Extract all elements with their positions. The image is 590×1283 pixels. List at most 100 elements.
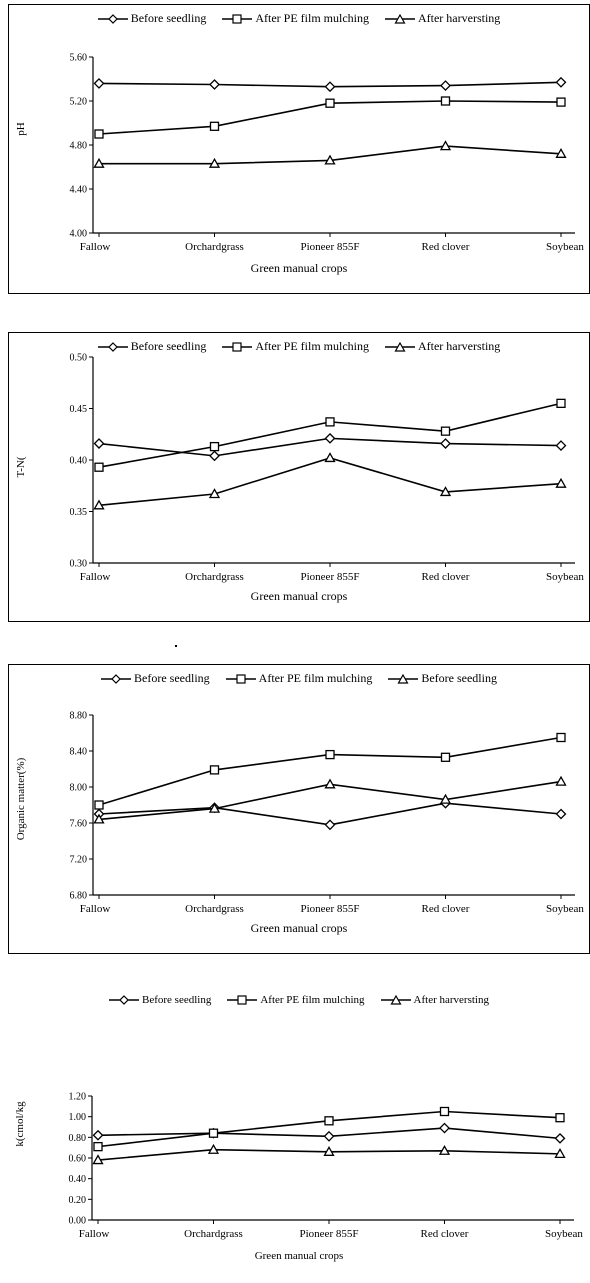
data-point-triangle	[93, 157, 105, 168]
data-point-square	[94, 800, 104, 810]
legend-item: Before seedling	[97, 339, 206, 354]
data-point-triangle	[93, 499, 105, 510]
data-point-triangle	[324, 452, 336, 463]
data-point-diamond	[440, 80, 451, 92]
series-line	[98, 736, 562, 806]
legend-label: Before seedling	[130, 11, 207, 25]
legend-item: After PE film mulching	[225, 671, 373, 686]
data-point-triangle	[555, 775, 567, 786]
x-axis-label: Green manual crops	[250, 261, 348, 275]
x-tick-label: Orchardgrass	[185, 571, 244, 583]
y-tick-label: 7.60	[70, 819, 88, 830]
y-tick-label: 0.60	[69, 1154, 87, 1165]
data-point-square	[325, 749, 335, 760]
data-point-triangle	[208, 157, 221, 168]
data-point-diamond	[93, 77, 105, 89]
legend-item: After PE film mulching	[227, 994, 365, 1006]
data-point-diamond	[323, 1130, 335, 1142]
data-point-square	[556, 97, 566, 107]
y-tick-label: 0.20	[69, 1195, 87, 1206]
legend-item: Before seedling	[109, 994, 211, 1006]
data-point-triangle	[323, 1145, 335, 1156]
x-tick-label: Pioneer 855F	[301, 571, 360, 583]
legend-label: After PE film mulching	[258, 671, 373, 685]
y-tick-label: 4.80	[70, 141, 88, 152]
legend-label: After PE film mulching	[255, 11, 369, 25]
y-tick-label: 1.20	[69, 1092, 87, 1103]
x-tick-label: Red clover	[421, 1228, 469, 1240]
data-point-diamond	[555, 808, 567, 820]
x-tick-label: Fallow	[80, 903, 111, 915]
speck	[175, 645, 177, 647]
data-point-square	[440, 426, 451, 436]
y-tick-label: 6.80	[70, 891, 88, 902]
data-point-square	[325, 98, 335, 108]
y-tick-label: 8.80	[70, 711, 88, 722]
x-tick-label: Soybean	[546, 571, 584, 583]
data-point-square	[93, 1141, 103, 1152]
y-tick-label: 0.50	[70, 353, 88, 364]
legend-item: After harversting	[384, 11, 501, 26]
legend-item: After PE film mulching	[222, 339, 369, 354]
data-point-diamond	[440, 438, 451, 449]
x-tick-label: Fallow	[79, 1228, 110, 1240]
data-point-diamond	[324, 81, 336, 93]
legend-item: After PE film mulching	[222, 11, 369, 26]
y-tick-label: 7.20	[70, 855, 88, 866]
x-tick-label: Pioneer 855F	[301, 241, 360, 253]
legend-label: After harversting	[417, 11, 501, 25]
chart-panel-ph: Before seedling After PE film mulching A…	[8, 4, 590, 294]
y-tick-label: 5.60	[70, 53, 88, 64]
legend-item: Before seedling	[97, 11, 207, 26]
legend-item: After harversting	[380, 994, 489, 1006]
x-axis-label: Green manual crops	[250, 589, 348, 603]
x-axis-label: Green manual crops	[254, 1250, 344, 1262]
data-point-square	[325, 417, 335, 427]
data-point-diamond	[439, 1122, 450, 1134]
x-tick-label: Fallow	[80, 241, 111, 253]
data-point-diamond	[555, 440, 567, 451]
y-tick-label: 4.40	[70, 185, 88, 196]
data-point-triangle	[439, 486, 452, 497]
data-point-square	[440, 752, 451, 762]
y-tick-label: 0.40	[70, 456, 88, 467]
x-tick-label: Pioneer 855F	[301, 903, 360, 915]
chart-panel-k: Before seedling After PE film mulching A…	[8, 988, 590, 1280]
data-point-triangle	[208, 802, 221, 813]
legend-label: Before seedling	[421, 671, 497, 685]
plot-area: 4.00 4.40 4.80 5.20 5.60 Fallow Orchardgrass Pi…	[70, 53, 585, 254]
chart-legend: Before seedling After PE film mulching A…	[9, 11, 589, 26]
data-point-triangle	[93, 813, 105, 824]
data-point-triangle	[438, 1144, 451, 1155]
x-tick-label: Pioneer 855F	[300, 1228, 359, 1240]
y-tick-label: 0.30	[70, 559, 88, 570]
legend-label: Before seedling	[134, 671, 210, 685]
data-point-diamond	[555, 76, 567, 88]
plot-area: 6.80 7.20 7.60 8.00 8.40 8.80 Fallow Orchardgra…	[70, 711, 585, 916]
data-point-diamond	[209, 450, 220, 462]
x-tick-label: Soybean	[546, 241, 584, 253]
x-tick-label: Red clover	[422, 903, 470, 915]
data-point-square	[209, 121, 220, 131]
data-point-square	[440, 96, 451, 106]
plot-area: 0.30 0.35 0.40 0.45 0.50 Fallow Orchardgrass Pi…	[70, 353, 585, 584]
chart-legend: Before seedling After PE film mulching B…	[9, 671, 589, 686]
legend-label: Before seedling	[142, 994, 212, 1006]
data-point-triangle	[439, 140, 452, 151]
data-point-diamond	[92, 1129, 104, 1141]
data-point-diamond	[93, 438, 105, 449]
data-point-square	[94, 129, 104, 139]
y-tick-label: 4.00	[70, 229, 88, 240]
y-tick-label: 0.40	[69, 1174, 87, 1185]
data-point-diamond	[324, 819, 336, 831]
legend-item: Before seedling	[388, 671, 497, 686]
data-point-diamond	[209, 79, 220, 90]
y-tick-label: 5.20	[70, 97, 88, 108]
data-point-square	[94, 462, 104, 472]
x-tick-label: Soybean	[545, 1228, 583, 1240]
data-point-square	[555, 1113, 565, 1123]
chart-legend: Before seedling After PE film mulching A…	[8, 994, 590, 1006]
data-point-square	[209, 765, 220, 775]
chart-panel-organic-matter: Before seedling After PE film mulching B…	[8, 664, 590, 954]
data-point-diamond	[324, 432, 336, 444]
